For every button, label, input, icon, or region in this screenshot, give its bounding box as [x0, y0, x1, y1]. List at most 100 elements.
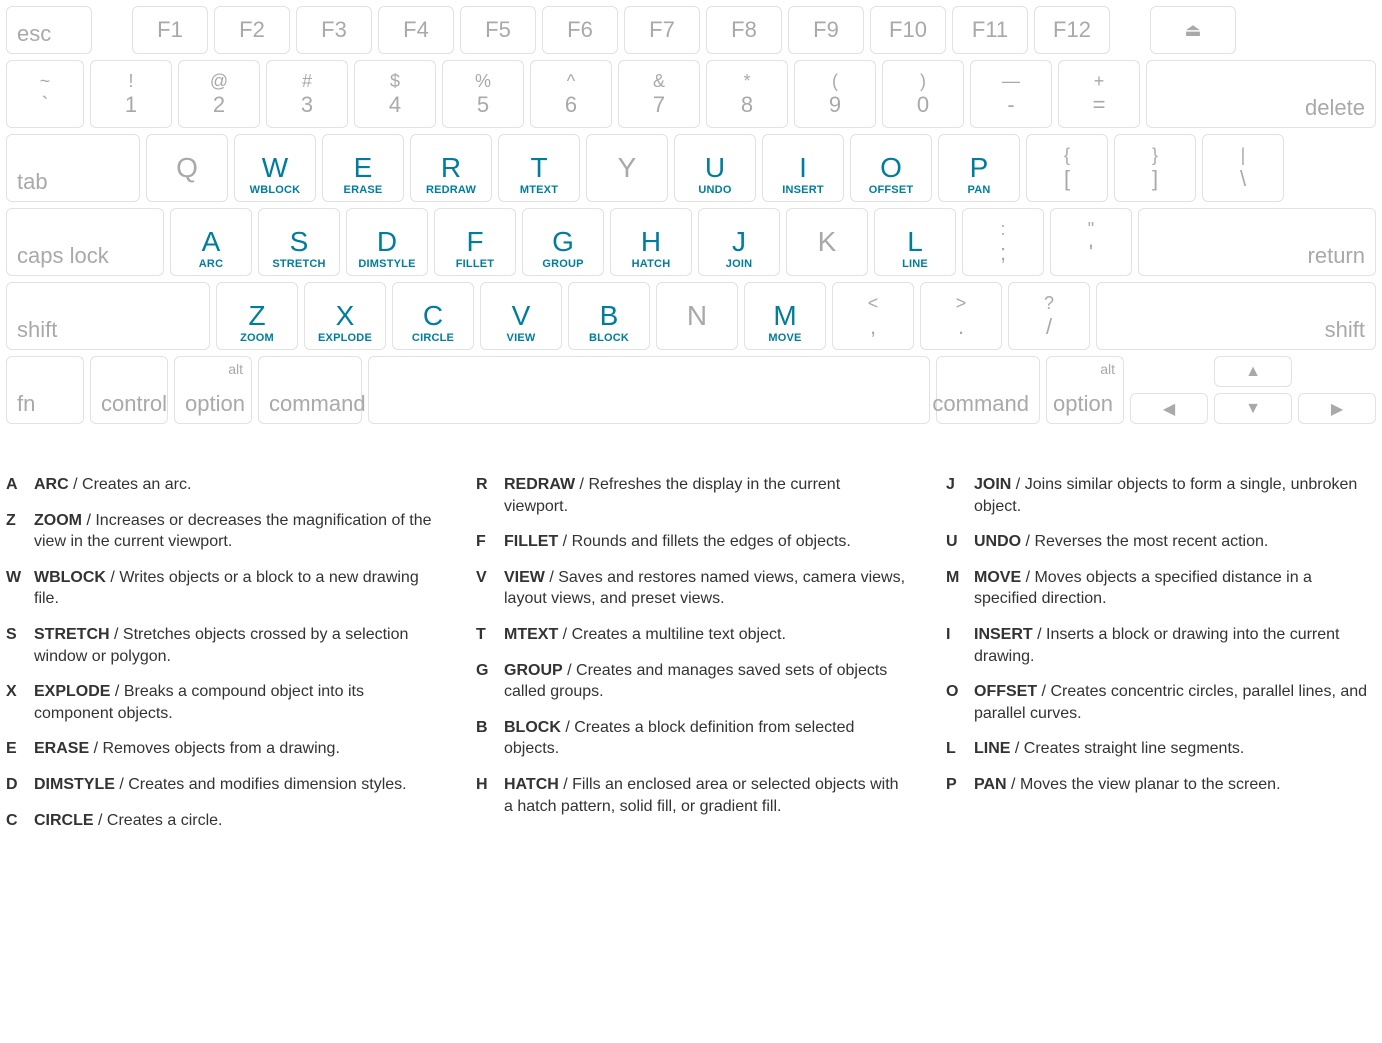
- key-command-right: command: [936, 356, 1040, 424]
- legend-item-d: DDIMSTYLE / Creates and modifies dimensi…: [6, 774, 436, 796]
- key-v: VVIEW: [480, 282, 562, 350]
- legend-command-name: ERASE: [34, 740, 89, 757]
- key-letter: A: [202, 228, 221, 256]
- keyboard-row-asdf: caps lockAARCSSTRETCHDDIMSTYLEFFILLETGGR…: [6, 208, 1376, 276]
- key-letter: J: [732, 228, 746, 256]
- key-tab: tab: [6, 134, 140, 202]
- legend-item-a: AARC / Creates an arc.: [6, 474, 436, 496]
- key-top-symbol: $: [390, 72, 400, 90]
- key-letter: H: [641, 228, 661, 256]
- key-arrow-right: ▶: [1298, 393, 1376, 424]
- key-bottom-symbol: 9: [829, 94, 841, 116]
- keyboard: esc F1 F2 F3 F4 F5 F6 F7 F8 F9 F10 F11 F…: [6, 6, 1376, 424]
- key-bottom-symbol: \: [1240, 168, 1246, 190]
- legend-command-name: BLOCK: [504, 719, 561, 736]
- key-1: !1: [90, 60, 172, 128]
- key-command-label: MOVE: [768, 332, 801, 344]
- key-command-label: WBLOCK: [250, 184, 301, 196]
- legend-text: ARC / Creates an arc.: [34, 474, 191, 496]
- legend-text: GROUP / Creates and manages saved sets o…: [504, 660, 906, 703]
- key-command-label: ARC: [199, 258, 223, 270]
- key-return: return: [1138, 208, 1376, 276]
- key-letter: K: [818, 228, 837, 256]
- key-label: option: [1053, 391, 1113, 417]
- key-bracket: |\: [1202, 134, 1284, 202]
- legend-text: LINE / Creates straight line segments.: [974, 738, 1244, 760]
- arrow-right-icon: ▶: [1331, 399, 1343, 419]
- legend-item-l: LLINE / Creates straight line segments.: [946, 738, 1376, 760]
- legend-command-name: HATCH: [504, 776, 559, 793]
- legend-key-letter: B: [476, 717, 504, 760]
- legend-command-name: MOVE: [974, 569, 1021, 586]
- legend-key-letter: H: [476, 774, 504, 817]
- key-label: shift: [17, 317, 57, 343]
- legend-description: Creates a multiline text object.: [572, 626, 786, 643]
- key-9: (9: [794, 60, 876, 128]
- key-bottom-symbol: 8: [741, 94, 753, 116]
- key-letter: B: [600, 302, 619, 330]
- key-t: TMTEXT: [498, 134, 580, 202]
- key-punct: "': [1050, 208, 1132, 276]
- legend-column-1: AARC / Creates an arc.ZZOOM / Increases …: [6, 474, 436, 845]
- key-label: fn: [17, 391, 35, 417]
- legend-text: UNDO / Reverses the most recent action.: [974, 531, 1268, 553]
- key-label: F3: [321, 17, 347, 43]
- legend-key-letter: E: [6, 738, 34, 760]
- legend-text: WBLOCK / Writes objects or a block to a …: [34, 567, 436, 610]
- legend-item-c: CCIRCLE / Creates a circle.: [6, 810, 436, 832]
- key-label: tab: [17, 169, 48, 195]
- key-bottom-symbol: [: [1064, 168, 1070, 190]
- legend-command-name: PAN: [974, 776, 1007, 793]
- key-0: )0: [882, 60, 964, 128]
- key-top-symbol: ": [1088, 220, 1094, 238]
- key-top-symbol: —: [1002, 72, 1020, 90]
- key-w: WWBLOCK: [234, 134, 316, 202]
- key-top-symbol: ?: [1044, 294, 1054, 312]
- legend-item-p: PPAN / Moves the view planar to the scre…: [946, 774, 1376, 796]
- key--: —-: [970, 60, 1052, 128]
- key-u: U UNDO: [674, 134, 756, 202]
- legend-key-letter: T: [476, 624, 504, 646]
- key-esc: esc: [6, 6, 92, 54]
- key-l: LLINE: [874, 208, 956, 276]
- legend-column-3: JJOIN / Joins similar objects to form a …: [946, 474, 1376, 845]
- key-letter: Z: [248, 302, 265, 330]
- legend-key-letter: O: [946, 681, 974, 724]
- key-command-label: FILLET: [456, 258, 494, 270]
- key-command-label: UNDO: [698, 184, 731, 196]
- key-letter: R: [441, 154, 461, 182]
- key-bottom-symbol: 5: [477, 94, 489, 116]
- key-label: F5: [485, 17, 511, 43]
- key-letter: T: [530, 154, 547, 182]
- legend-key-letter: Z: [6, 510, 34, 553]
- key-7: &7: [618, 60, 700, 128]
- legend-item-t: TMTEXT / Creates a multiline text object…: [476, 624, 906, 646]
- key-alt-label: alt: [228, 361, 243, 377]
- key-i: IINSERT: [762, 134, 844, 202]
- key-letter: X: [336, 302, 355, 330]
- key-bottom-symbol: 7: [653, 94, 665, 116]
- legend-text: REDRAW / Refreshes the display in the cu…: [504, 474, 906, 517]
- key-label: command: [932, 391, 1029, 417]
- key-letter: U: [705, 154, 725, 182]
- legend-description: Creates an arc.: [82, 476, 191, 493]
- legend-description: Rounds and fillets the edges of objects.: [572, 533, 851, 550]
- key-label: F1: [157, 17, 183, 43]
- key-eject: ⏏: [1150, 6, 1236, 54]
- legend-text: BLOCK / Creates a block definition from …: [504, 717, 906, 760]
- key-bottom-symbol: ,: [870, 316, 876, 338]
- legend-command-name: EXPLODE: [34, 683, 110, 700]
- legend-command-name: REDRAW: [504, 476, 575, 493]
- key-top-symbol: ~: [40, 72, 51, 90]
- key-h: HHATCH: [610, 208, 692, 276]
- legend-item-o: OOFFSET / Creates concentric circles, pa…: [946, 681, 1376, 724]
- legend-command-name: STRETCH: [34, 626, 110, 643]
- key-command-label: INSERT: [782, 184, 824, 196]
- key-option-right: alt option: [1046, 356, 1124, 424]
- key-bottom-symbol: .: [958, 316, 964, 338]
- key-f3: F3: [296, 6, 372, 54]
- legend-item-u: UUNDO / Reverses the most recent action.: [946, 531, 1376, 553]
- key-label: esc: [17, 21, 51, 47]
- legend-key-letter: C: [6, 810, 34, 832]
- legend-description: Creates straight line segments.: [1024, 740, 1245, 757]
